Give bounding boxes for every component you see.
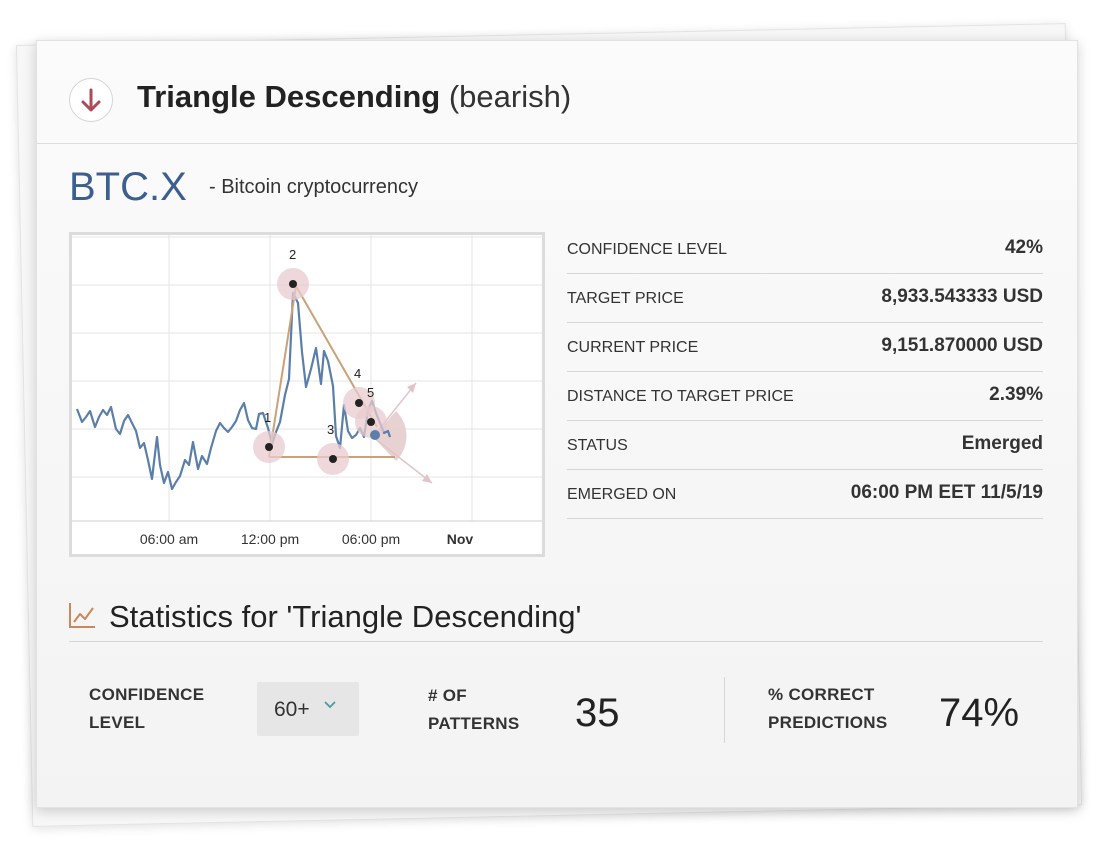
detail-row-status: STATUS Emerged [567,421,1043,470]
label-line: PREDICTIONS [768,713,888,732]
detail-value: 2.39% [989,384,1043,405]
detail-value: 9,151.870000 USD [881,335,1043,356]
pattern-direction: (bearish) [448,79,572,114]
projection-arrow-up [407,383,416,393]
correct-predictions-label: % CORRECT PREDICTIONS [768,681,887,737]
patterns-count-value: 35 [575,691,620,735]
pattern-chart[interactable]: 1 2 3 4 5 06:00 am 12:00 pm 06:00 pm Nov [69,232,545,557]
pattern-name: Triangle Descending [137,79,441,114]
pattern-point-label: 1 [264,410,271,425]
label-line: % CORRECT [768,685,875,704]
projection-line-down [372,436,433,484]
pattern-details-table: CONFIDENCE LEVEL 42% TARGET PRICE 8,933.… [567,225,1043,519]
current-price-dot [370,430,380,440]
pattern-title: Triangle Descending (bearish) [137,79,571,115]
detail-label: STATUS [567,437,628,454]
x-tick-label: 06:00 pm [342,531,400,547]
label-line: # OF [428,686,467,705]
detail-row-current-price: CURRENT PRICE 9,151.870000 USD [567,323,1043,372]
detail-row-distance: DISTANCE TO TARGET PRICE 2.39% [567,372,1043,421]
price-series-line [75,291,392,491]
chevron-down-icon [323,698,337,715]
divider-vertical [724,677,725,743]
detail-label: TARGET PRICE [567,290,684,307]
detail-label: EMERGED ON [567,486,677,503]
detail-row-target-price: TARGET PRICE 8,933.543333 USD [567,274,1043,323]
detail-row-emerged-on: EMERGED ON 06:00 PM EET 11/5/19 [567,470,1043,519]
pattern-point-label: 4 [354,366,361,381]
detail-label: CONFIDENCE LEVEL [567,241,728,258]
pattern-point-1[interactable] [253,431,285,463]
confidence-level-select[interactable]: 60+ [257,682,359,736]
label-line: PATTERNS [428,714,520,733]
correct-predictions-value: 74% [939,691,1020,735]
detail-value: Emerged [961,433,1043,454]
confidence-selected-value: 60+ [274,698,310,721]
chart-svg: 1 2 3 4 5 06:00 am 12:00 pm 06:00 pm Nov [72,235,542,547]
line-chart-icon [68,601,96,629]
pattern-point-label: 3 [327,422,334,437]
label-line: LEVEL [89,713,146,732]
pattern-point-label: 5 [367,385,374,400]
pattern-point-3[interactable] [317,443,349,475]
instrument-symbol[interactable]: BTC.X [69,165,187,209]
pattern-card: Triangle Descending (bearish) BTC.X - Bi… [36,40,1078,808]
confidence-level-label: CONFIDENCE LEVEL [89,681,204,737]
label-line: CONFIDENCE [89,685,205,704]
patterns-count-label: # OF PATTERNS [428,682,520,738]
detail-value: 8,933.543333 USD [881,286,1043,307]
detail-value: 42% [1004,237,1043,258]
detail-row-confidence: CONFIDENCE LEVEL 42% [567,225,1043,274]
divider [69,641,1043,642]
detail-value: 06:00 PM EET 11/5/19 [850,482,1043,503]
statistics-title: Statistics for 'Triangle Descending' [109,599,582,634]
x-tick-label: 12:00 pm [241,531,299,547]
projection-arrow-down [422,474,432,483]
pattern-point-5[interactable] [355,406,387,438]
instrument-description: - Bitcoin cryptocurrency [209,176,418,198]
card-header: Triangle Descending (bearish) [37,41,1077,144]
pattern-point-2[interactable] [277,268,309,300]
pattern-point-label: 2 [289,247,296,262]
x-tick-label: Nov [447,531,474,547]
detail-label: CURRENT PRICE [567,339,699,356]
arrow-down-icon [69,78,113,122]
detail-label: DISTANCE TO TARGET PRICE [567,388,794,405]
x-tick-label: 06:00 am [140,531,198,547]
